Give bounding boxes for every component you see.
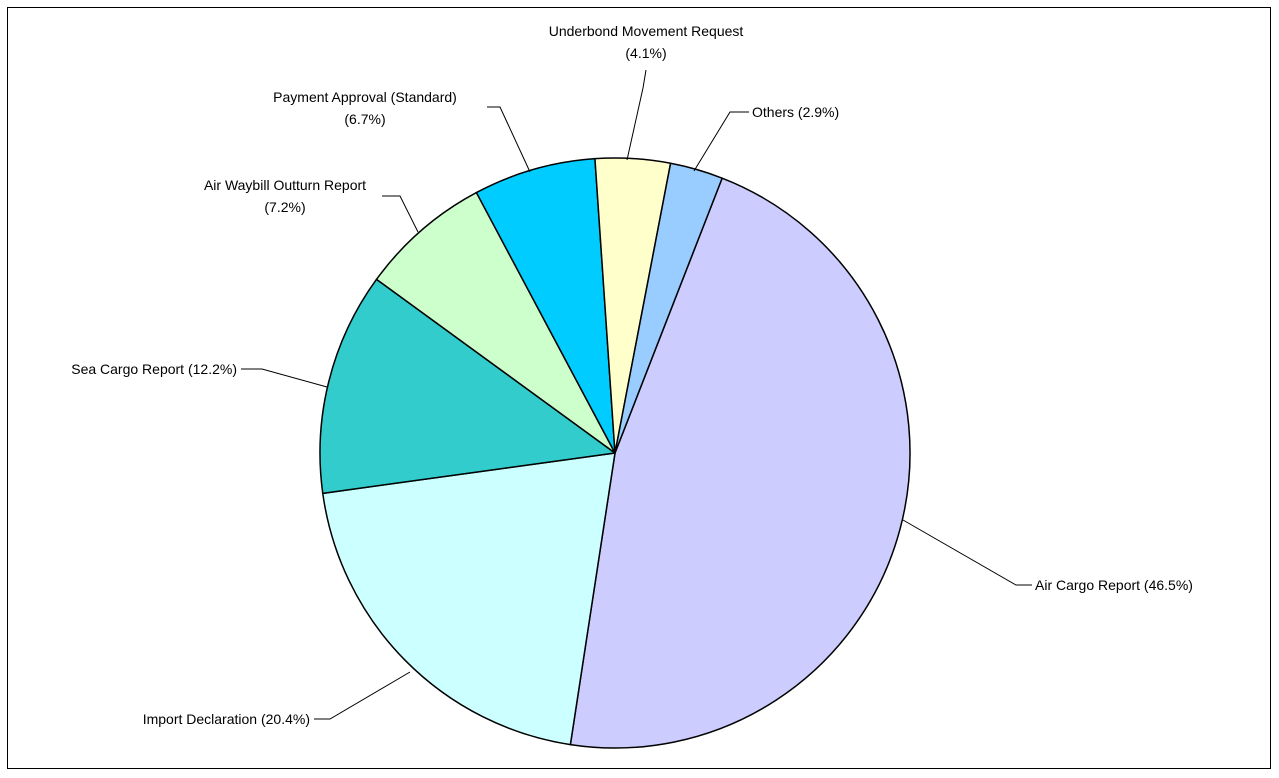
leader-line <box>314 671 411 720</box>
slice-label: Sea Cargo Report (12.2%) <box>71 361 237 377</box>
leader-lines <box>241 69 1032 720</box>
slice-label: Others (2.9%) <box>752 104 839 120</box>
slice-label: Import Declaration (20.4%) <box>143 711 310 727</box>
leader-line <box>241 368 328 388</box>
leader-line <box>382 195 419 233</box>
slice-label-line: Air Waybill Outturn Report <box>204 177 366 193</box>
slice-labels: Air Cargo Report (46.5%) Import Declarati… <box>71 23 1193 727</box>
slice-label-line: Payment Approval (Standard) <box>273 89 457 105</box>
pie-slice-others <box>614 162 723 454</box>
pie-slice-sea-cargo-report <box>319 278 616 495</box>
slice-label-line: Others (2.9%) <box>752 104 839 120</box>
slice-label-line: (4.1%) <box>625 45 666 61</box>
slice-label-line: Air Cargo Report (46.5%) <box>1035 577 1193 593</box>
slice-label-line: (6.7%) <box>344 111 385 127</box>
leader-line <box>626 69 647 161</box>
pie-slice-import-declaration <box>322 452 616 746</box>
slice-label-line: Underbond Movement Request <box>549 23 744 39</box>
pie-slice-payment-approval-standard <box>475 157 616 454</box>
slice-label: Payment Approval (Standard) (6.7%) <box>273 89 457 127</box>
slice-label-line: Import Declaration (20.4%) <box>143 711 310 727</box>
pie-slice-air-waybill-outturn-report <box>375 191 616 454</box>
slice-label-line: (7.2%) <box>264 199 305 215</box>
leader-line <box>693 111 749 172</box>
leader-line <box>902 519 1032 586</box>
slice-label-line: Sea Cargo Report (12.2%) <box>71 361 237 377</box>
pie-slices <box>319 157 911 749</box>
slice-label: Underbond Movement Request (4.1%) <box>549 23 744 61</box>
slice-label: Air Waybill Outturn Report (7.2%) <box>204 177 366 215</box>
leader-line <box>487 106 531 173</box>
pie-slice-air-cargo-report <box>569 177 911 749</box>
slice-label: Air Cargo Report (46.5%) <box>1035 577 1193 593</box>
